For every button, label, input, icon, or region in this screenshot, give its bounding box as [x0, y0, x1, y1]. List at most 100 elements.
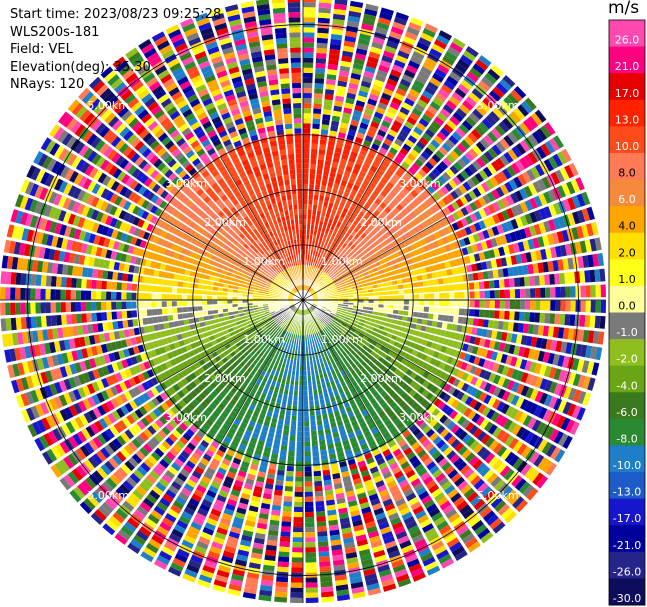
noise-bin	[147, 425, 157, 436]
noise-bin	[21, 228, 30, 242]
noise-bin	[463, 236, 471, 246]
velocity-bin	[348, 155, 356, 163]
noise-bin	[113, 81, 127, 94]
velocity-bin	[378, 370, 386, 378]
velocity-bin	[428, 306, 435, 313]
velocity-bin	[451, 323, 458, 332]
noise-bin	[455, 198, 464, 208]
noise-bin	[391, 488, 402, 498]
noise-bin	[549, 312, 556, 325]
velocity-bin	[344, 238, 351, 245]
noise-bin	[42, 329, 49, 342]
noise-bin	[293, 527, 303, 533]
noise-bin	[533, 223, 542, 236]
noise-bin	[236, 48, 249, 57]
noise-bin	[359, 465, 369, 473]
noise-bin	[119, 370, 128, 381]
velocity-bin	[392, 314, 398, 320]
noise-bin	[333, 477, 342, 485]
noise-bin	[66, 314, 72, 325]
noise-bin	[321, 464, 330, 471]
noise-bin	[411, 107, 423, 117]
velocity-bin	[315, 174, 322, 181]
noise-bin	[487, 319, 494, 329]
noise-bin	[156, 555, 171, 566]
noise-bin	[144, 97, 156, 108]
velocity-bin	[426, 364, 434, 373]
noise-bin	[185, 32, 200, 42]
noise-bin	[537, 324, 545, 336]
noise-bin	[384, 453, 394, 462]
noise-bin	[160, 151, 170, 161]
noise-bin	[192, 79, 205, 89]
noise-bin	[571, 211, 581, 225]
velocity-bin	[312, 343, 317, 350]
velocity-bin	[372, 288, 379, 292]
noise-bin	[223, 51, 236, 60]
velocity-bin	[351, 285, 358, 290]
noise-bin	[380, 573, 394, 583]
noise-bin	[148, 81, 161, 92]
noise-bin	[227, 588, 242, 597]
velocity-bin	[334, 314, 340, 318]
noise-bin	[380, 142, 390, 151]
noise-bin	[597, 252, 605, 267]
noise-bin	[421, 494, 433, 505]
noise-bin	[144, 414, 154, 424]
velocity-bin	[439, 329, 447, 337]
noise-bin	[58, 394, 68, 407]
noise-bin	[193, 434, 203, 443]
noise-bin	[482, 193, 492, 205]
velocity-bin	[354, 278, 361, 283]
noise-bin	[190, 521, 203, 531]
noise-bin	[146, 52, 160, 63]
noise-bin	[74, 362, 83, 374]
noise-bin	[128, 426, 139, 437]
noise-bin	[128, 328, 136, 337]
noise-bin	[218, 564, 232, 574]
velocity-bin	[359, 276, 366, 281]
velocity-bin	[358, 302, 364, 306]
noise-bin	[449, 115, 461, 126]
noise-bin	[488, 455, 500, 468]
noise-bin	[114, 139, 126, 151]
noise-bin	[346, 556, 359, 564]
noise-bin	[538, 221, 547, 234]
velocity-bin	[377, 349, 384, 356]
noise-bin	[148, 538, 162, 550]
noise-bin	[571, 357, 580, 371]
noise-bin	[0, 302, 6, 316]
noise-bin	[384, 83, 396, 92]
noise-bin	[415, 75, 428, 85]
noise-bin	[431, 511, 444, 522]
noise-bin	[134, 105, 146, 117]
noise-bin	[474, 378, 483, 388]
noise-bin	[105, 376, 114, 387]
noise-bin	[335, 90, 346, 98]
noise-bin	[313, 475, 322, 482]
noise-bin	[303, 17, 316, 23]
velocity-bin	[383, 291, 389, 296]
noise-bin	[61, 352, 69, 365]
noise-bin	[108, 331, 116, 341]
noise-bin	[317, 12, 331, 19]
velocity-bin	[449, 331, 457, 340]
noise-bin	[527, 323, 535, 335]
velocity-bin	[332, 373, 338, 380]
noise-bin	[407, 524, 420, 535]
noise-bin	[248, 505, 259, 513]
velocity-bin	[414, 404, 424, 414]
noise-bin	[255, 122, 265, 130]
velocity-bin	[306, 224, 311, 230]
noise-bin	[374, 133, 385, 142]
noise-bin	[494, 124, 506, 137]
noise-bin	[97, 323, 104, 333]
noise-bin	[441, 403, 451, 414]
noise-bin	[181, 173, 191, 183]
noise-bin	[145, 136, 157, 147]
noise-bin	[129, 179, 139, 190]
noise-bin	[539, 378, 548, 391]
noise-bin	[587, 377, 596, 391]
velocity-bin	[337, 293, 344, 296]
noise-bin	[20, 287, 26, 300]
